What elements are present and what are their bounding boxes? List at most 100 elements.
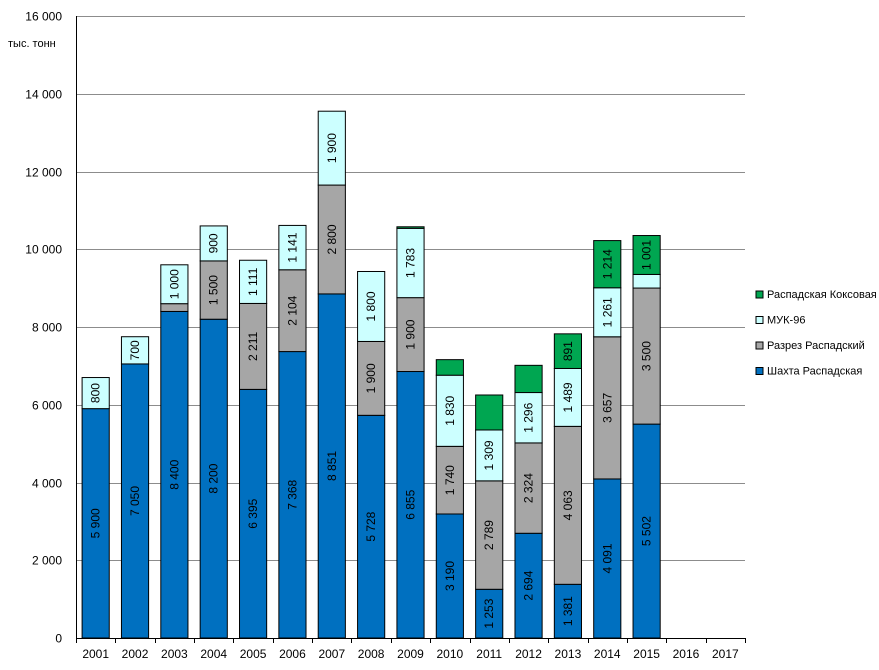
x-tick-label: 2005 — [240, 647, 267, 661]
bar-segment — [632, 423, 661, 639]
bar-segment — [514, 532, 543, 639]
data-label: 3 500 — [640, 341, 654, 371]
bar-segment — [199, 318, 228, 639]
bar-segment — [357, 270, 386, 342]
data-label: 2 104 — [285, 295, 299, 325]
legend-label: МУК-96 — [767, 315, 805, 327]
data-label: 1 261 — [600, 297, 614, 327]
data-label: 3 190 — [443, 561, 457, 591]
bar-segment — [160, 303, 189, 312]
data-label: 1 800 — [364, 291, 378, 321]
data-label: 7 368 — [285, 479, 299, 509]
x-tick-label: 2016 — [673, 647, 700, 661]
data-label: 700 — [128, 340, 142, 360]
bar-segment — [632, 287, 661, 425]
data-label: 1 253 — [482, 598, 496, 628]
y-tick-label: 6 000 — [32, 399, 62, 413]
data-label: 800 — [89, 383, 103, 403]
legend-label: Шахта Распадская — [767, 366, 862, 378]
bar-segment — [553, 367, 582, 427]
bar-segment — [514, 364, 543, 394]
bar-segment — [160, 264, 189, 305]
bar-segment — [357, 414, 386, 639]
data-label: 5 728 — [364, 511, 378, 541]
bar-segment — [514, 442, 543, 534]
bar-segment — [199, 225, 228, 262]
bar-segment — [593, 478, 622, 639]
data-label: 4 091 — [600, 543, 614, 573]
data-label: 3 657 — [600, 393, 614, 423]
y-axis-unit-label: тыс. тонн — [8, 38, 56, 50]
y-tick-label: 4 000 — [32, 477, 62, 491]
x-tick-label: 2010 — [437, 647, 464, 661]
data-label: 1 900 — [325, 133, 339, 163]
x-tick-label: 2014 — [594, 647, 621, 661]
bar-segment — [553, 583, 582, 639]
x-tick-label: 2007 — [318, 647, 345, 661]
data-label: 1 740 — [443, 465, 457, 495]
x-tick-label: 2002 — [122, 647, 149, 661]
data-label: 2 211 — [246, 332, 260, 361]
data-label: 5 502 — [640, 516, 654, 546]
data-label: 4 063 — [561, 490, 575, 520]
data-label: 2 800 — [325, 224, 339, 254]
bar-segment — [317, 110, 346, 186]
bar-segment — [278, 351, 307, 639]
data-label: 1 001 — [640, 240, 654, 270]
bar-segment — [553, 333, 582, 369]
data-label: 8 400 — [167, 459, 181, 489]
legend-swatch — [755, 367, 764, 375]
x-tick-label: 2003 — [161, 647, 188, 661]
bar-segment — [317, 184, 346, 295]
bar-segment — [593, 287, 622, 338]
data-label: 1 489 — [561, 382, 575, 412]
y-tick-label: 2 000 — [32, 554, 62, 568]
bar-segment — [553, 425, 582, 585]
data-label: 1 830 — [443, 395, 457, 425]
bar-segment — [278, 224, 307, 271]
data-label: 8 200 — [207, 463, 221, 493]
x-tick-label: 2012 — [515, 647, 542, 661]
data-label: 1 000 — [167, 269, 181, 299]
bar-segment — [514, 392, 543, 444]
data-label: 8 851 — [325, 451, 339, 481]
data-label: 900 — [207, 233, 221, 253]
x-tick-label: 2015 — [633, 647, 660, 661]
bar-segment — [435, 445, 464, 515]
data-label: 2 324 — [522, 473, 536, 503]
bar-segment — [593, 336, 622, 480]
bar-segment — [593, 240, 622, 289]
bar-segment — [317, 293, 346, 639]
data-label: 1 500 — [207, 275, 221, 305]
x-tick-label: 2009 — [397, 647, 424, 661]
data-label: 6 395 — [246, 498, 260, 528]
x-tick-label: 2004 — [200, 647, 227, 661]
bar-segment — [278, 269, 307, 353]
data-label: 6 855 — [404, 489, 418, 519]
data-label: 7 050 — [128, 486, 142, 516]
y-tick-label: 0 — [55, 632, 62, 646]
bar-segment — [239, 388, 268, 639]
data-label: 1 296 — [522, 402, 536, 432]
legend-swatch — [755, 316, 764, 324]
x-tick-label: 2001 — [82, 647, 109, 661]
bar-segment — [199, 260, 228, 320]
bar-segment — [632, 273, 661, 289]
data-label: 1 900 — [404, 319, 418, 349]
bar-segment — [396, 297, 425, 373]
bar-segment — [160, 310, 189, 639]
data-label: 1 141 — [285, 232, 299, 262]
y-tick-label: 10 000 — [25, 243, 62, 257]
legend-label: Разрез Распадский — [767, 340, 865, 352]
legend-swatch — [755, 290, 764, 299]
bar-segment — [475, 480, 504, 590]
bar-segment — [396, 226, 425, 229]
bar-segment — [81, 377, 110, 410]
x-tick-label: 2013 — [555, 647, 582, 661]
bar-segment — [475, 394, 504, 431]
bar-segment — [120, 363, 150, 639]
data-label: 1 381 — [561, 596, 575, 626]
bar-segment — [120, 336, 150, 365]
